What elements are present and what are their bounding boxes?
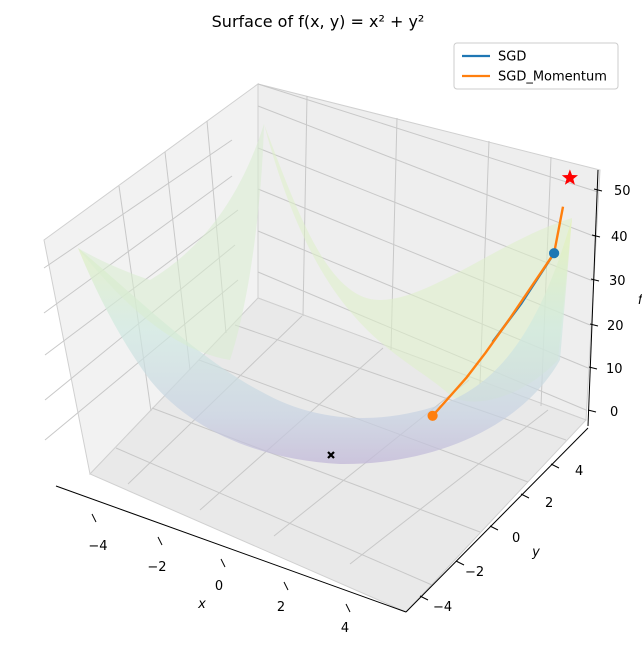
z-tick-mark (593, 188, 603, 192)
x-tick-label: −2 (147, 560, 166, 575)
z-tick-label: 40 (611, 230, 628, 245)
series-line-1 (431, 206, 565, 417)
z-tick-mark (587, 409, 597, 413)
grid-line (257, 83, 599, 193)
y-tick-mark (520, 493, 530, 499)
legend-label-momentum: SGD_Momentum (498, 70, 607, 85)
y-tick-label: 4 (575, 464, 583, 479)
z-tick-mark (590, 278, 600, 282)
z-tick-mark (589, 323, 599, 327)
surface-main-sheet (78, 218, 572, 465)
z-tick-label: 20 (607, 319, 624, 334)
x-tick-label: 2 (277, 600, 285, 615)
grid-line (43, 175, 233, 314)
y-tick-mark (419, 595, 429, 601)
z-tick-label: 50 (614, 184, 631, 199)
grid-line (257, 105, 597, 238)
x-tick-mark (345, 603, 351, 613)
y-tick-mark (550, 463, 560, 469)
y-tick-label: −2 (465, 565, 484, 580)
marker-minimum (327, 451, 335, 459)
y-tick-mark (455, 560, 465, 566)
z-tick-label: 10 (606, 362, 623, 377)
x-tick-label: 4 (341, 621, 349, 636)
legend-label-sgd: SGD (498, 50, 526, 65)
marker-momentum-end (427, 410, 438, 421)
chart-title: Surface of f(x, y) = x² + y² (212, 12, 425, 31)
marker-start (561, 169, 578, 185)
grid-line (234, 324, 567, 441)
z-axis-label: f (638, 293, 642, 308)
y-tick-mark (489, 525, 499, 531)
x-tick-mark (157, 536, 163, 546)
series-layer (327, 169, 578, 459)
tick-marks (91, 188, 603, 613)
z-tick-label: 30 (609, 274, 626, 289)
surface (78, 124, 572, 465)
x-axis-line (55, 485, 407, 613)
z-tick-label: 0 (610, 405, 618, 420)
legend: SGD SGD_Momentum (453, 42, 619, 90)
y-tick-label: 2 (545, 496, 553, 511)
axes (55, 169, 599, 613)
legend-frame (453, 42, 619, 90)
y-tick-label: −4 (433, 600, 452, 615)
x-tick-mark (283, 581, 289, 591)
y-axis-label: y (531, 545, 540, 560)
z-tick-mark (588, 366, 598, 370)
z-tick-mark (591, 234, 601, 238)
x-tick-mark (220, 558, 226, 568)
grid-line (115, 447, 433, 586)
x-axis-label: x (197, 597, 206, 612)
y-tick-label: 0 (512, 531, 520, 546)
marker-sgd-end (549, 248, 560, 259)
grid-line (302, 95, 308, 317)
grid-line (43, 139, 233, 269)
surface-back-sheet (264, 124, 572, 402)
tick-labels: −4 −2 0 2 4 −4 −2 0 2 4 0 10 20 30 40 50 (88, 184, 630, 636)
surface-left-lobe (78, 124, 264, 360)
x-tick-label: 0 (215, 579, 223, 594)
y-axis-line (405, 427, 589, 613)
grid-line (151, 407, 481, 533)
x-tick-mark (91, 513, 97, 523)
x-tick-label: −4 (88, 539, 107, 554)
grid-line (349, 409, 549, 565)
z-axis-line (587, 169, 599, 427)
